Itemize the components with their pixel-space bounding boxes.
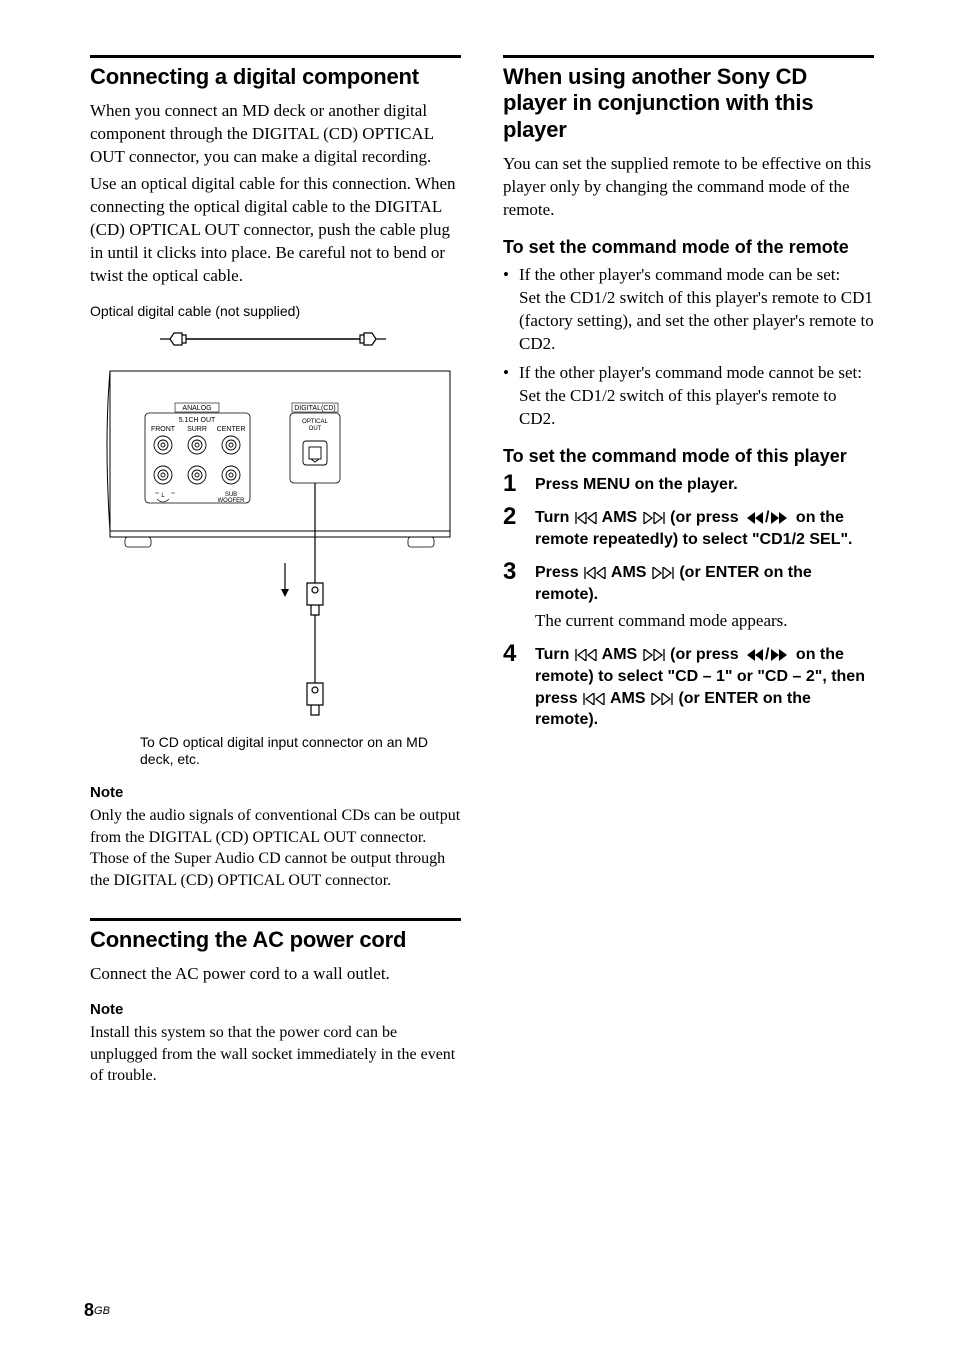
svg-text:FRONT: FRONT [151, 426, 176, 433]
step-3: Press AMS (or ENTER on the remote). The … [503, 562, 874, 632]
heading-ac-power: Connecting the AC power cord [90, 927, 461, 953]
remote-next-icon [769, 512, 791, 524]
note-heading: Note [90, 1000, 461, 1020]
step-1: Press MENU on the player. [503, 474, 874, 496]
diagram-caption: To CD optical digital input connector on… [140, 734, 461, 769]
subheading-remote-mode: To set the command mode of the remote [503, 236, 874, 259]
remote-prev-icon [743, 649, 765, 661]
ams-prev-icon [574, 512, 598, 524]
ams-prev-icon [582, 693, 606, 705]
ams-next-icon [650, 693, 674, 705]
page-number: 8GB [84, 1298, 110, 1322]
subheading-player-mode: To set the command mode of this player [503, 445, 874, 468]
ams-next-icon [642, 649, 666, 661]
step-2: Turn AMS (or press / on the remote repea… [503, 507, 874, 550]
bullet-item: If the other player's command mode can b… [503, 264, 874, 356]
para: When you connect an MD deck or another d… [90, 100, 461, 169]
para: Connect the AC power cord to a wall outl… [90, 963, 461, 986]
ams-next-icon [651, 567, 675, 579]
svg-text:SURR: SURR [187, 426, 207, 433]
ams-next-icon [642, 512, 666, 524]
heading-sony-cd: When using another Sony CD player in con… [503, 64, 874, 143]
svg-text:OUT: OUT [309, 426, 322, 432]
note-body: Install this system so that the power co… [90, 1022, 461, 1087]
ams-prev-icon [574, 649, 598, 661]
optical-cable-icon [90, 327, 461, 358]
heading-digital-component: Connecting a digital component [90, 64, 461, 90]
svg-text:CENTER: CENTER [217, 426, 246, 433]
step-4: Turn AMS (or press / on the remote) to s… [503, 644, 874, 730]
ams-prev-icon [583, 567, 607, 579]
para: You can set the supplied remote to be ef… [503, 153, 874, 222]
remote-next-icon [769, 649, 791, 661]
para: Use an optical digital cable for this co… [90, 173, 461, 288]
step-body: The current command mode appears. [535, 610, 874, 633]
svg-text:DIGITAL(CD): DIGITAL(CD) [294, 405, 335, 412]
bullet-item: If the other player's command mode canno… [503, 362, 874, 431]
svg-text:ANALOG: ANALOG [182, 405, 211, 412]
svg-text:WOOFER: WOOFER [218, 498, 246, 504]
svg-text:5.1CH OUT: 5.1CH OUT [179, 417, 216, 424]
remote-prev-icon [743, 512, 765, 524]
svg-text:L: L [161, 493, 165, 499]
note-body: Only the audio signals of conventional C… [90, 805, 461, 891]
svg-text:OPTICAL: OPTICAL [302, 419, 328, 425]
cable-caption: Optical digital cable (not supplied) [90, 302, 461, 321]
rear-panel-diagram: ANALOG 5.1CH OUT FRONT SURR CENTER SUB [90, 363, 461, 730]
note-heading: Note [90, 783, 461, 803]
